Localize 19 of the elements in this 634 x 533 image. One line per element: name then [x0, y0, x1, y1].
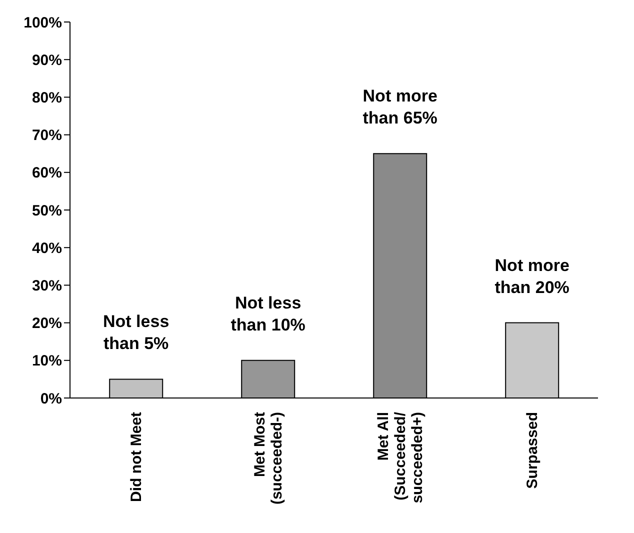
y-tick-label: 40%	[32, 240, 62, 257]
y-tick-label: 100%	[24, 14, 62, 32]
y-tick-label: 0%	[40, 390, 62, 408]
data-label: Not less than 10%	[230, 293, 306, 334]
x-tick-label: Met All (Succeeded/ succeeded+)	[375, 411, 426, 504]
y-tick-label: 90%	[32, 52, 62, 69]
data-label: Not more than 65%	[362, 86, 438, 128]
x-tick-label: Surpassed	[524, 412, 541, 489]
y-tick-label: 10%	[32, 352, 62, 370]
y-tick-label: 60%	[32, 164, 62, 182]
y-tick-label: 70%	[32, 127, 62, 144]
y-tick-label: 50%	[32, 202, 62, 220]
data-label: Not less than 5%	[103, 312, 170, 354]
data-label: Not more than 20%	[494, 256, 570, 297]
x-tick-label: Did not Meet	[128, 412, 145, 502]
y-tick-label: 80%	[32, 90, 62, 107]
y-tick-label: 30%	[32, 278, 62, 295]
y-tick-label: 20%	[32, 315, 62, 332]
x-tick-label: Met Most (succeeded-)	[252, 412, 286, 505]
